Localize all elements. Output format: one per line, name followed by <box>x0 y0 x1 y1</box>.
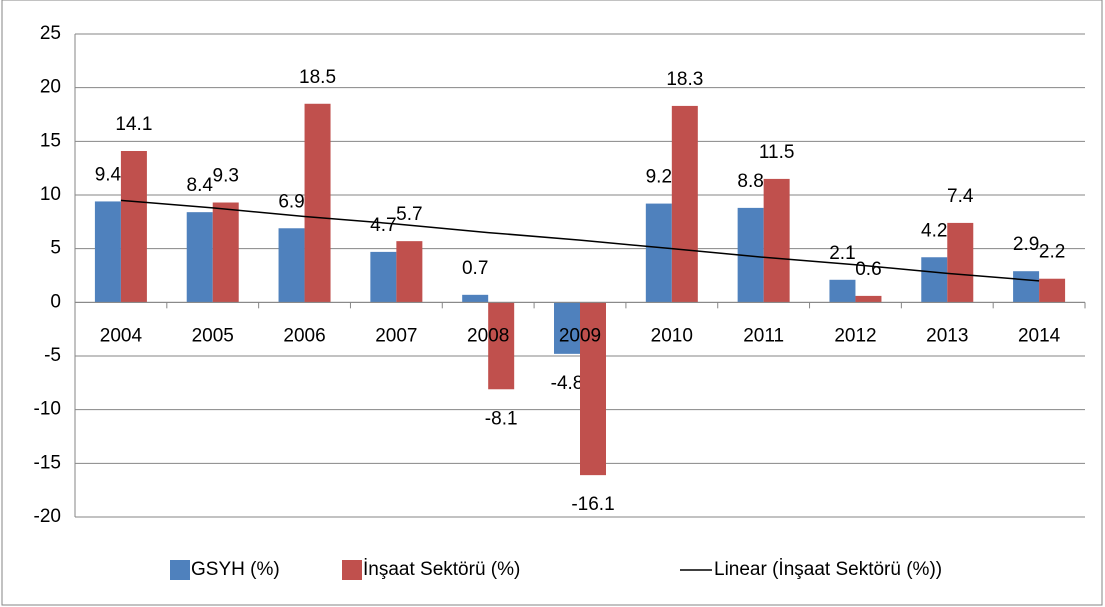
bar <box>645 203 672 303</box>
data-label: -16.1 <box>571 494 614 515</box>
data-label: 18.3 <box>666 69 703 90</box>
bar <box>396 241 423 303</box>
x-tick-label: 2011 <box>743 325 784 346</box>
bar <box>304 103 331 303</box>
bar <box>278 228 305 303</box>
data-label: -4.8 <box>551 373 584 394</box>
data-label: 0.6 <box>855 259 881 280</box>
x-tick-label: 2008 <box>467 325 509 346</box>
bar <box>763 178 790 303</box>
x-tick-label: 2009 <box>559 325 601 346</box>
data-label: 0.7 <box>462 258 488 279</box>
x-tick-label: 2010 <box>651 325 693 346</box>
legend-label: İnşaat Sektörü (%) <box>363 559 520 580</box>
data-label: 8.8 <box>737 171 763 192</box>
y-tick-label: 10 <box>40 184 61 205</box>
legend-swatch <box>342 560 362 580</box>
data-label: 2.9 <box>1013 234 1039 255</box>
data-label: 11.5 <box>759 142 795 163</box>
x-tick-label: 2005 <box>192 325 234 346</box>
y-tick-label: 25 <box>40 23 61 44</box>
y-tick-label: 0 <box>50 291 61 312</box>
data-label: 14.1 <box>115 114 152 135</box>
x-tick-label: 2004 <box>100 325 143 346</box>
bar <box>370 251 397 303</box>
bar <box>212 202 239 303</box>
data-label: 18.5 <box>299 67 336 88</box>
legend-label: Linear (İnşaat Sektörü (%)) <box>714 559 942 580</box>
y-tick-label: 15 <box>40 130 61 151</box>
trend-line <box>120 199 1040 282</box>
bar <box>120 150 147 303</box>
data-label: 4.2 <box>921 220 947 241</box>
data-label: 2.1 <box>829 243 855 264</box>
bar <box>462 294 489 303</box>
y-tick-label: -20 <box>34 506 61 527</box>
x-tick-label: 2006 <box>283 325 325 346</box>
y-tick-label: 20 <box>40 77 61 98</box>
bar <box>1039 278 1066 303</box>
data-label: 6.9 <box>278 191 304 212</box>
x-tick-label: 2014 <box>1018 325 1061 346</box>
bar <box>829 279 856 303</box>
x-tick-label: 2013 <box>926 325 968 346</box>
y-tick-label: 5 <box>50 238 61 259</box>
bar <box>94 201 121 303</box>
data-label: 5.7 <box>396 204 422 225</box>
bar <box>580 302 606 476</box>
bar <box>488 302 515 390</box>
bar <box>186 212 213 303</box>
x-tick-label: 2007 <box>375 325 417 346</box>
y-tick-label: -15 <box>34 452 61 473</box>
legend-swatch <box>170 560 190 580</box>
data-label: 2.2 <box>1039 242 1065 263</box>
data-label: 9.4 <box>95 164 122 185</box>
bar <box>1013 271 1040 303</box>
bar <box>921 257 948 303</box>
bar <box>947 222 974 303</box>
bar <box>855 295 882 303</box>
data-label: 4.7 <box>370 215 396 236</box>
data-label: 7.4 <box>947 186 974 207</box>
x-tick-label: 2012 <box>834 325 876 346</box>
legend-label: GSYH (%) <box>191 559 280 580</box>
y-tick-label: -10 <box>34 399 61 420</box>
data-label: 9.3 <box>213 166 239 187</box>
data-label: -8.1 <box>485 408 518 429</box>
data-label: 9.2 <box>646 167 672 188</box>
bar <box>554 302 580 354</box>
y-tick-label: -5 <box>44 345 61 366</box>
data-label: 8.4 <box>187 175 214 196</box>
bar <box>671 105 698 303</box>
